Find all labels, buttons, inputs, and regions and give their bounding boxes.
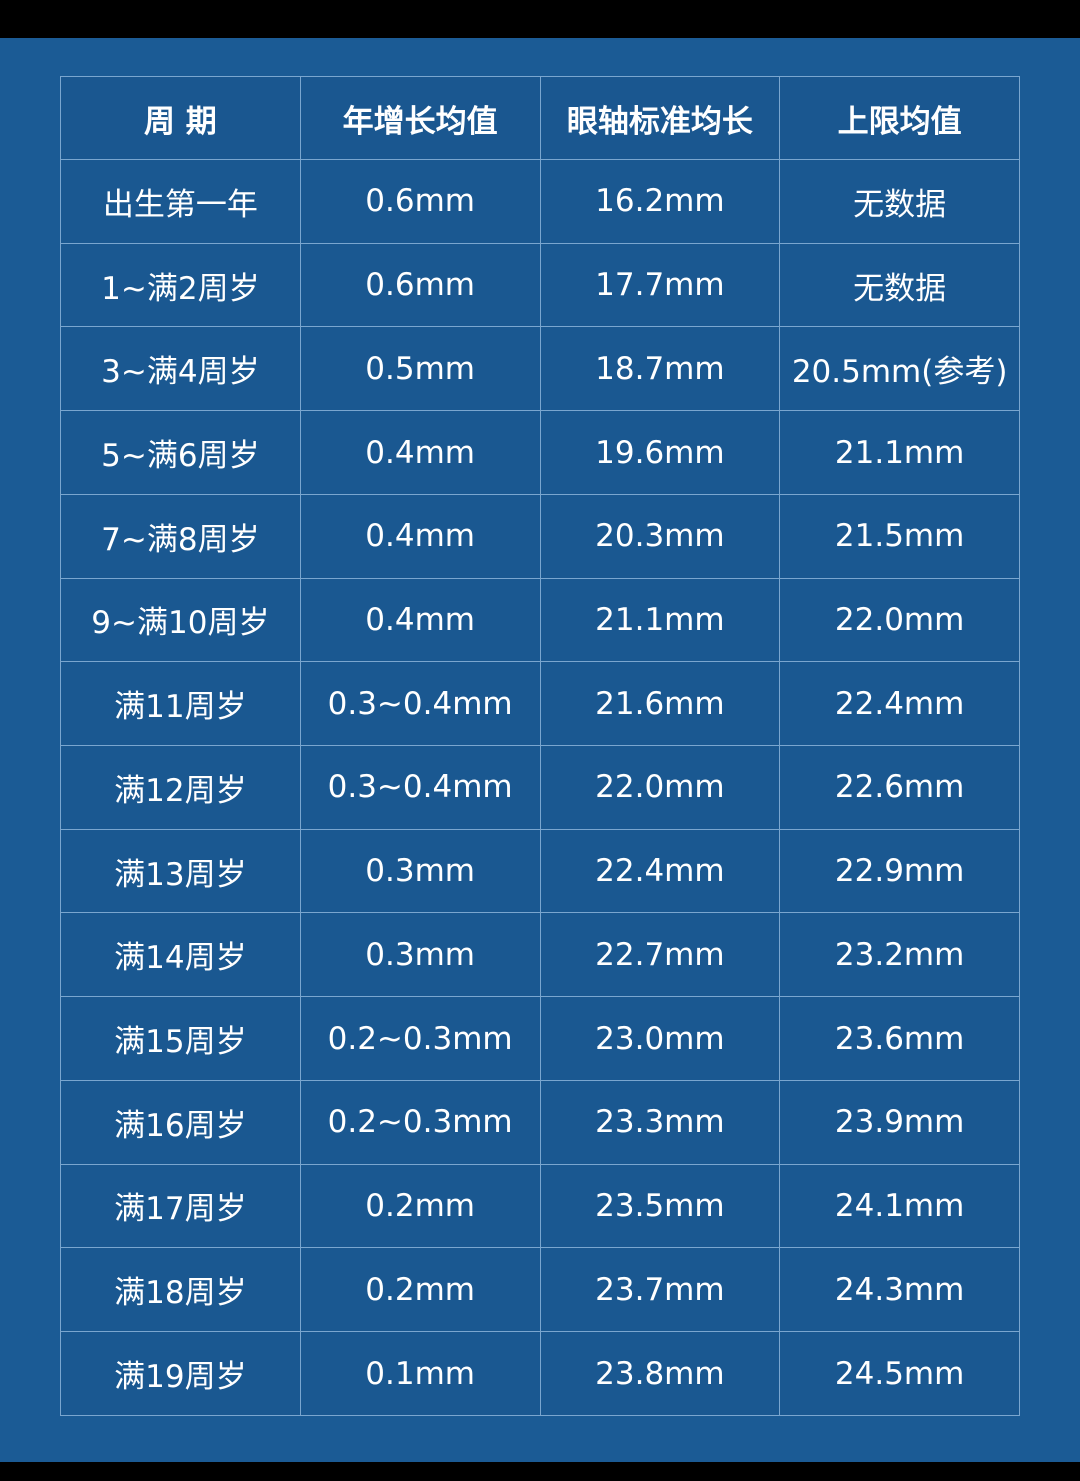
table-cell: 满19周岁 xyxy=(60,1331,301,1416)
table-cell: 23.9mm xyxy=(779,1079,1020,1165)
table-cell: 23.3mm xyxy=(539,1079,781,1165)
table-cell: 21.1mm xyxy=(539,577,781,663)
table-cell: 7~满8周岁 xyxy=(60,493,301,579)
table-cell: 23.5mm xyxy=(539,1163,781,1249)
table-cell: 9~满10周岁 xyxy=(60,577,301,663)
table-cell: 0.2~0.3mm xyxy=(299,996,541,1081)
header-cell: 眼轴标准均长 xyxy=(539,76,781,160)
table-row: 满18周岁 0.2mm 23.7mm 24.3mm xyxy=(60,1247,1020,1333)
header-cell: 周 期 xyxy=(60,76,301,160)
table-cell: 22.4mm xyxy=(779,661,1020,747)
table-row: 满14周岁 0.3mm 22.7mm 23.2mm xyxy=(60,912,1020,998)
table-cell: 0.2mm xyxy=(299,1163,541,1249)
table-cell: 满15周岁 xyxy=(60,996,301,1081)
table-row: 满15周岁 0.2~0.3mm 23.0mm 23.6mm xyxy=(60,996,1020,1081)
status-bar xyxy=(0,0,1080,38)
table-row: 满17周岁 0.2mm 23.5mm 24.1mm xyxy=(60,1163,1020,1249)
table-cell: 22.0mm xyxy=(779,577,1020,663)
table-cell: 22.0mm xyxy=(539,745,781,830)
header-row: 周 期年增长均值 眼轴标准均长 上限均值 xyxy=(60,76,1020,160)
table-cell: 23.8mm xyxy=(539,1331,781,1416)
table-cell: 17.7mm xyxy=(539,242,781,328)
table-cell: 21.5mm xyxy=(779,493,1020,579)
table-cell: 无数据 xyxy=(779,242,1020,328)
table-cell: 0.6mm xyxy=(299,242,541,328)
table-cell: 23.7mm xyxy=(539,1247,781,1333)
table-row: 5~满6周岁 0.4mm 19.6mm 21.1mm xyxy=(60,410,1020,495)
table-cell: 1~满2周岁 xyxy=(60,242,301,328)
table-cell: 出生第一年 xyxy=(60,159,301,244)
header-cell: 年增长均值 xyxy=(299,76,541,160)
table-header: 周 期年增长均值 眼轴标准均长 上限均值 xyxy=(60,76,1020,160)
table-cell: 16.2mm xyxy=(539,159,781,244)
table-row: 满19周岁 0.1mm 23.8mm 24.5mm xyxy=(60,1331,1020,1416)
table-cell: 20.5mm(参考) xyxy=(779,326,1020,412)
table-cell: 满14周岁 xyxy=(60,912,301,998)
table-cell: 18.7mm xyxy=(539,326,781,412)
table: 周 期年增长均值 眼轴标准均长 上限均值 出生第一年 0.6mm 16.2mm 无数据 1~… xyxy=(60,76,1020,1416)
table-cell: 24.5mm xyxy=(779,1331,1020,1416)
bottom-bar xyxy=(0,1462,1080,1481)
table-cell: 满18周岁 xyxy=(60,1247,301,1333)
table-cell: 0.4mm xyxy=(299,577,541,663)
table-cell: 0.3~0.4mm xyxy=(299,745,541,830)
table-cell: 0.4mm xyxy=(299,493,541,579)
table-row: 出生第一年 0.6mm 16.2mm 无数据 xyxy=(60,159,1020,244)
table-row: 9~满10周岁 0.4mm 21.1mm 22.0mm xyxy=(60,577,1020,663)
header-cell: 上限均值 xyxy=(779,76,1020,160)
table-cell: 22.9mm xyxy=(779,828,1020,914)
table-cell: 满12周岁 xyxy=(60,745,301,830)
table-cell: 0.3mm xyxy=(299,828,541,914)
table-cell: 0.1mm xyxy=(299,1331,541,1416)
table-cell: 满17周岁 xyxy=(60,1163,301,1249)
table-cell: 23.6mm xyxy=(779,996,1020,1081)
table-body: 出生第一年 0.6mm 16.2mm 无数据 1~满2周岁 0.6mm 17.7mm 无数据 3… xyxy=(60,159,1020,1416)
table-cell: 0.5mm xyxy=(299,326,541,412)
table-cell: 0.3~0.4mm xyxy=(299,661,541,747)
table-row: 满11周岁 0.3~0.4mm 21.6mm 22.4mm xyxy=(60,661,1020,747)
table-row: 满16周岁 0.2~0.3mm 23.3mm 23.9mm xyxy=(60,1079,1020,1165)
table-cell: 3~满4周岁 xyxy=(60,326,301,412)
table-cell: 0.6mm xyxy=(299,159,541,244)
table-cell: 0.4mm xyxy=(299,410,541,495)
table-cell: 24.1mm xyxy=(779,1163,1020,1249)
table-cell: 0.3mm xyxy=(299,912,541,998)
table-cell: 满11周岁 xyxy=(60,661,301,747)
table-row: 3~满4周岁 0.5mm 18.7mm 20.5mm(参考) xyxy=(60,326,1020,412)
table-row: 1~满2周岁 0.6mm 17.7mm 无数据 xyxy=(60,242,1020,328)
table-cell: 21.6mm xyxy=(539,661,781,747)
table-cell: 满13周岁 xyxy=(60,828,301,914)
table-cell: 5~满6周岁 xyxy=(60,410,301,495)
table-row: 7~满8周岁 0.4mm 20.3mm 21.5mm xyxy=(60,493,1020,579)
table-cell: 23.0mm xyxy=(539,996,781,1081)
table-cell: 22.7mm xyxy=(539,912,781,998)
table-cell: 22.6mm xyxy=(779,745,1020,830)
table-cell: 19.6mm xyxy=(539,410,781,495)
table-cell: 满16周岁 xyxy=(60,1079,301,1165)
table-cell: 22.4mm xyxy=(539,828,781,914)
table-cell: 24.3mm xyxy=(779,1247,1020,1333)
table-cell: 21.1mm xyxy=(779,410,1020,495)
table-cell: 0.2mm xyxy=(299,1247,541,1333)
table-row: 满13周岁 0.3mm 22.4mm 22.9mm xyxy=(60,828,1020,914)
table-row: 满12周岁 0.3~0.4mm 22.0mm 22.6mm xyxy=(60,745,1020,830)
table-cell: 无数据 xyxy=(779,159,1020,244)
table-cell: 0.2~0.3mm xyxy=(299,1079,541,1165)
table-cell: 23.2mm xyxy=(779,912,1020,998)
table-cell: 20.3mm xyxy=(539,493,781,579)
